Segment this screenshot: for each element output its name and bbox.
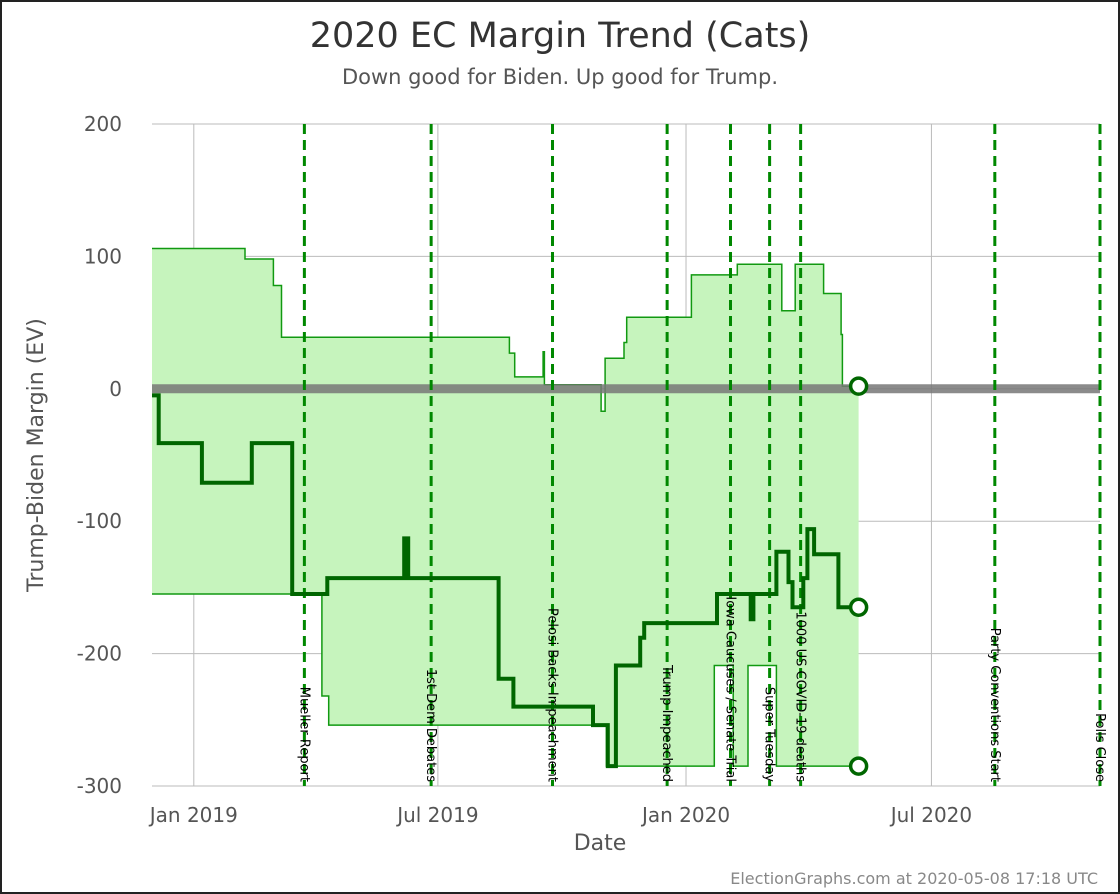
y-tick-labels: 200 100 0 -100 -200 -300 [77, 112, 122, 798]
event-label: Pelosi Backs Impeachment [545, 608, 560, 782]
event-label: Iowa Caucuses / Senate Trial [723, 596, 738, 782]
y-tick-label: -100 [77, 509, 122, 533]
event-label: Polls Close [1092, 713, 1107, 782]
y-tick-label: -200 [77, 642, 122, 666]
x-tick-label: Jul 2019 [395, 803, 478, 827]
y-tick-label: 0 [109, 377, 122, 401]
credit-text: ElectionGraphs.com at 2020-05-08 17:18 U… [730, 869, 1098, 888]
end-point-marker [848, 376, 869, 396]
event-label: Trump Impeached [659, 664, 674, 782]
range-band [152, 248, 859, 767]
event-label: Mueller Report [296, 687, 311, 782]
chart-subtitle: Down good for Biden. Up good for Trump. [342, 65, 778, 89]
y-tick-label: 100 [84, 244, 122, 268]
event-label: 1st Dem Debates [423, 669, 438, 782]
lower-bound-line [152, 593, 859, 767]
chart-title: 2020 EC Margin Trend (Cats) [310, 16, 811, 56]
x-tick-label: Jul 2020 [889, 803, 972, 827]
event-label: Party Conventions Start [987, 628, 1002, 782]
x-tick-labels: Jan 2019 Jul 2019 Jan 2020 Jul 2020 [148, 803, 972, 827]
upper-bound-line [152, 247, 859, 413]
end-point-marker [848, 756, 869, 776]
event-label: Super Tuesday [762, 687, 777, 782]
y-tick-label: 200 [84, 112, 122, 136]
x-axis-title: Date [574, 831, 627, 856]
event-label: 1000 US COVID-19 deaths [793, 611, 808, 782]
x-tick-label: Jan 2019 [148, 803, 238, 827]
x-tick-label: Jan 2020 [640, 803, 730, 827]
marker-layer [848, 376, 869, 776]
y-tick-label: -300 [77, 774, 122, 798]
event-layer: Mueller Report 1st Dem Debates Pelosi Back… [296, 124, 1107, 786]
y-axis-title: Trump-Biden Margin (EV) [24, 318, 49, 593]
median-line [152, 393, 859, 769]
end-point-marker [848, 597, 869, 618]
